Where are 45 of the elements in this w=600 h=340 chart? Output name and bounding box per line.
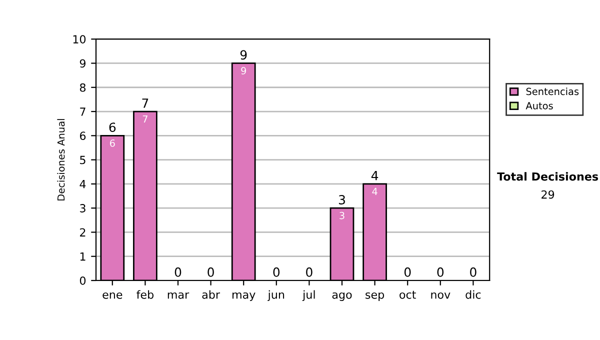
- y-tick-label: 7: [80, 108, 86, 116]
- y-tick-label: 1: [80, 252, 86, 261]
- legend-label: Autos: [526, 102, 553, 110]
- y-tick-label: 3: [80, 204, 86, 212]
- data-label: 9: [241, 67, 246, 74]
- text: Total Decisiones: [497, 172, 598, 181]
- total-label: 0: [174, 267, 182, 277]
- total-label: 0: [470, 267, 476, 277]
- total-label: 0: [306, 267, 312, 277]
- total-label: 7: [142, 98, 148, 108]
- y-tick-label: 10: [73, 35, 86, 44]
- total-label: 0: [404, 267, 411, 277]
- total-label: 0: [273, 267, 280, 277]
- y-tick-label: 8: [80, 83, 86, 92]
- x-tick-label: sep: [366, 292, 384, 301]
- legend-label: Sentencias: [526, 88, 579, 96]
- y-tick-label: 2: [80, 228, 86, 236]
- x-tick-label: oct: [400, 290, 416, 299]
- total-label: 9: [240, 50, 247, 60]
- x-tick-label: dic: [466, 290, 481, 299]
- x-tick-label: abr: [202, 290, 220, 299]
- total-label: 3: [338, 194, 345, 204]
- y-tick-label: 6: [80, 132, 86, 140]
- x-tick-label: ene: [102, 292, 122, 299]
- y-tick-label: 0: [80, 276, 86, 285]
- x-tick-label: ago: [332, 292, 352, 301]
- data-label: 3: [340, 212, 344, 220]
- y-tick-label: 4: [80, 180, 86, 188]
- total-label: 4: [371, 171, 378, 180]
- y-tick-label: 9: [80, 59, 86, 68]
- x-tick-label: mar: [168, 292, 190, 299]
- y-tick-label: 5: [80, 156, 86, 164]
- x-tick-label: feb: [136, 290, 154, 299]
- y-axis-title: Decisiones Anual: [57, 119, 65, 200]
- x-tick-label: nov: [431, 292, 450, 299]
- total-label: 0: [437, 267, 444, 277]
- x-tick-label: may: [232, 292, 256, 301]
- text: 29: [542, 190, 554, 199]
- data-label: 4: [372, 188, 378, 195]
- x-tick-label: jul: [302, 290, 315, 301]
- total-label: 0: [208, 267, 214, 277]
- data-label: 6: [110, 139, 115, 147]
- x-tick-label: jun: [268, 290, 284, 301]
- total-label: 6: [109, 122, 116, 132]
- data-label: 7: [142, 115, 148, 123]
